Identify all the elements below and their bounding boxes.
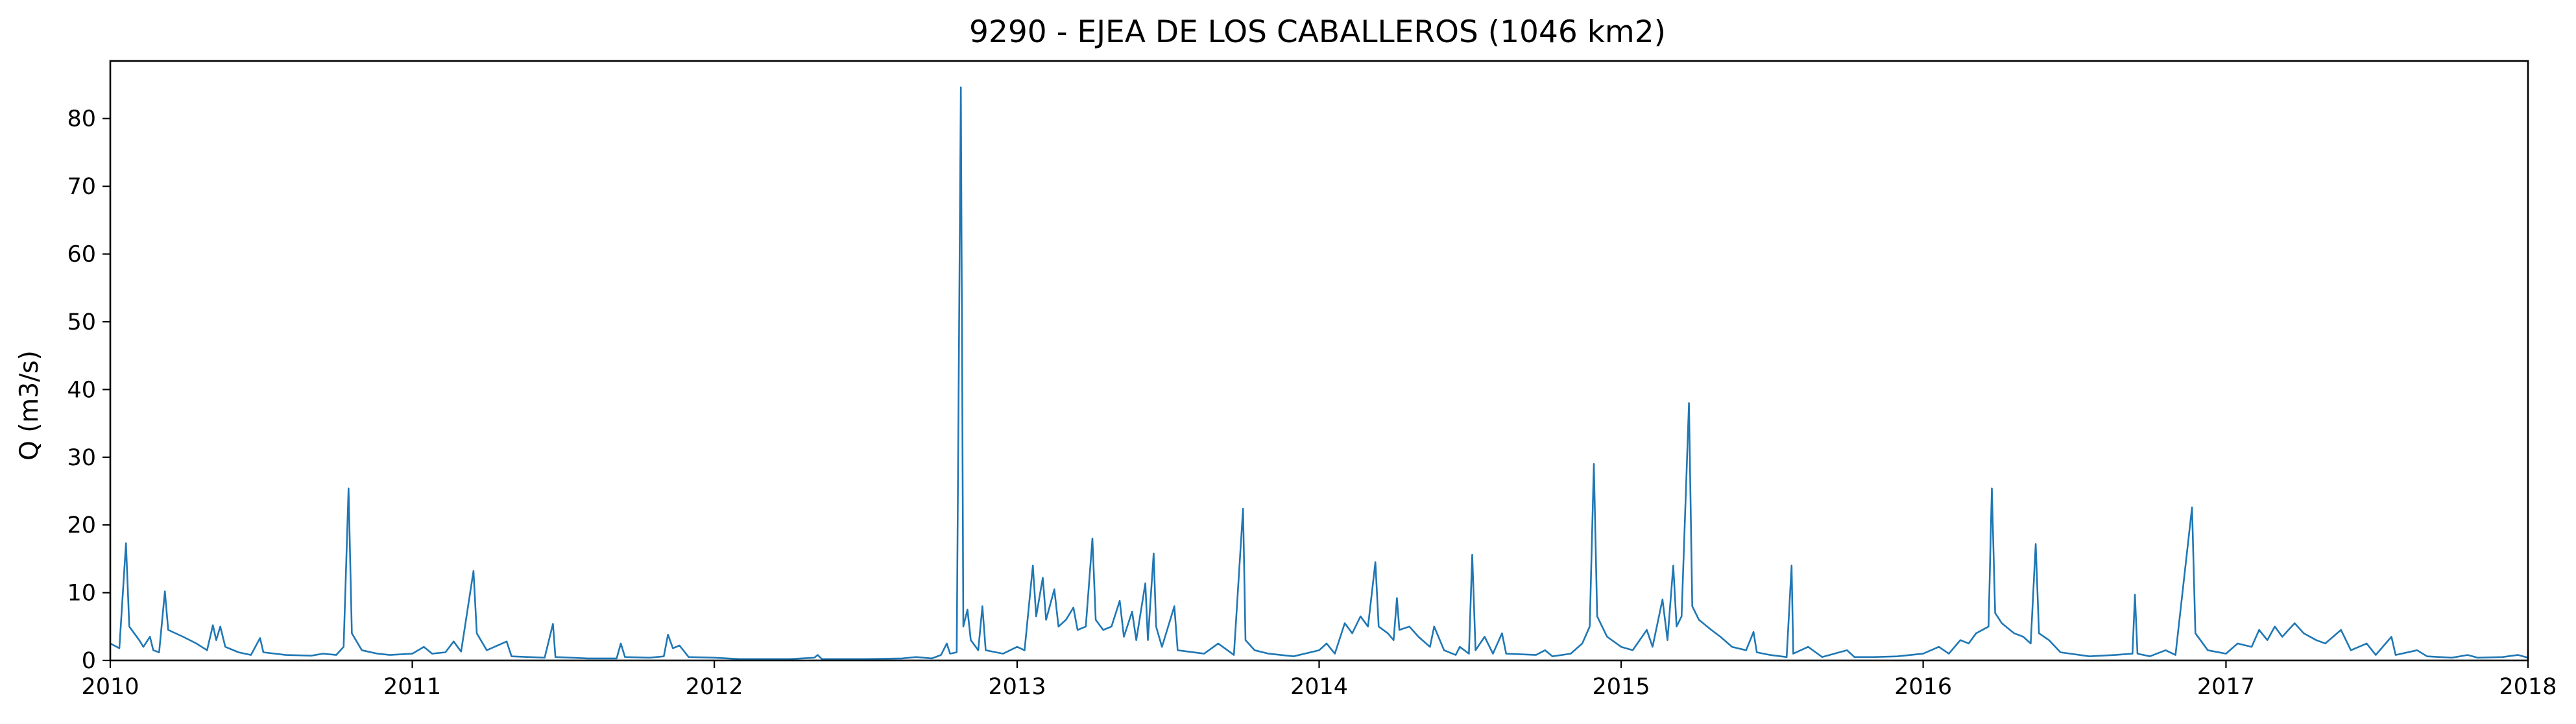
x-tick-label: 2010 xyxy=(81,674,139,700)
y-tick-label: 80 xyxy=(67,106,96,132)
x-tick-label: 2011 xyxy=(383,674,441,700)
series-line-0 xyxy=(110,86,2529,660)
x-tick-label: 2015 xyxy=(1593,674,1650,700)
plot-area xyxy=(109,60,2529,662)
x-axis: 2010 2011 2012 2013 2014 2015 2016 2017 2018 xyxy=(81,660,2557,700)
x-tick-label: 2013 xyxy=(988,674,1046,700)
y-tick-label: 50 xyxy=(67,309,96,335)
y-axis-title: Q (m3/s) xyxy=(15,350,44,461)
x-tick-label: 2017 xyxy=(2197,674,2255,700)
x-tick-label: 2016 xyxy=(1894,674,1952,700)
x-tick-label: 2018 xyxy=(2499,674,2557,700)
y-tick-label: 10 xyxy=(67,581,96,607)
y-tick-label: 60 xyxy=(67,242,96,268)
x-tick-label: 2012 xyxy=(686,674,743,700)
y-tick-label: 20 xyxy=(67,513,96,538)
y-tick-label: 70 xyxy=(67,174,96,200)
y-tick-label: 40 xyxy=(67,377,96,403)
x-tick-label: 2014 xyxy=(1290,674,1348,700)
chart-title: 9290 - EJEA DE LOS CABALLEROS (1046 km2) xyxy=(969,14,1666,50)
y-tick-label: 30 xyxy=(67,445,96,471)
y-tick-label: 0 xyxy=(82,648,96,674)
y-axis: 0 10 20 30 40 50 60 70 80 xyxy=(67,106,110,674)
